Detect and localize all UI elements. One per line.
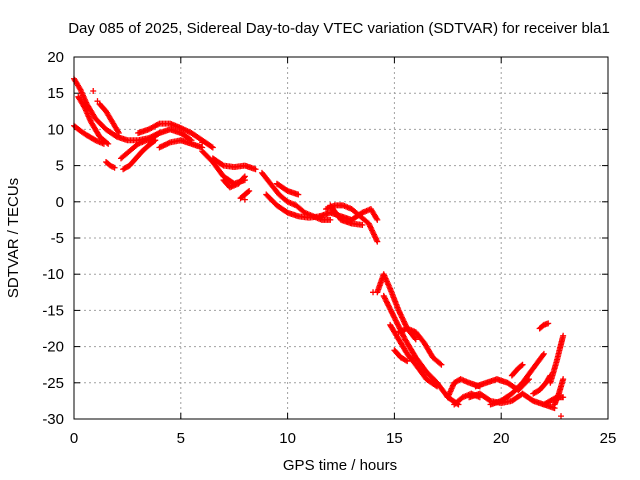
- data-point: [240, 174, 247, 181]
- data-point: [370, 289, 377, 296]
- data-point: [241, 196, 248, 203]
- y-axis-label: SDTVAR / TECUs: [5, 178, 22, 298]
- data-point: [412, 336, 419, 343]
- x-axis-label: GPS time / hours: [283, 457, 397, 474]
- data-point: [252, 166, 259, 173]
- y-tick-label: -20: [42, 339, 64, 356]
- y-tick-label: -25: [42, 375, 64, 392]
- data-point: [486, 397, 493, 404]
- x-tick-label: 0: [70, 430, 78, 447]
- chart-title: Day 085 of 2025, Sidereal Day-to-day VTE…: [68, 20, 610, 37]
- data-point: [437, 360, 444, 367]
- data-point: [402, 357, 409, 364]
- grid: [74, 57, 608, 419]
- data-point: [540, 350, 547, 357]
- data-point: [518, 362, 525, 369]
- data-point: [94, 98, 101, 105]
- data-point: [241, 173, 248, 180]
- y-tick-label: -30: [42, 411, 64, 428]
- data-point: [560, 332, 567, 339]
- y-tick-label: 15: [47, 85, 64, 102]
- data-point: [438, 361, 445, 368]
- plot-frame: [73, 56, 609, 420]
- data-point: [560, 376, 567, 383]
- data-point: [374, 238, 381, 245]
- data-point: [519, 361, 526, 368]
- data-point: [327, 216, 334, 223]
- y-tick-label: -15: [42, 302, 64, 319]
- data-point: [208, 143, 215, 150]
- data-point: [111, 164, 118, 171]
- data-point: [90, 88, 97, 95]
- y-tick-label: -10: [42, 266, 64, 283]
- data-points: [71, 75, 567, 420]
- data-point: [545, 320, 552, 327]
- y-tick-label: -5: [51, 230, 64, 247]
- data-point: [558, 413, 565, 420]
- data-point: [295, 191, 302, 198]
- data-point: [155, 121, 162, 128]
- data-point: [199, 139, 206, 146]
- x-tick-label: 5: [177, 430, 185, 447]
- tick-labels: 0 5 10 15 20 25 -30 -25 -20 -15 -10 -5 0 5 10 15 20: [42, 49, 616, 447]
- data-point: [374, 216, 381, 223]
- data-point: [209, 144, 216, 151]
- y-tick-label: 20: [47, 49, 64, 66]
- y-tick-label: 10: [47, 121, 64, 138]
- data-point: [560, 394, 567, 401]
- y-tick-label: 0: [56, 194, 64, 211]
- data-point: [540, 352, 547, 359]
- data-point: [432, 382, 439, 389]
- x-tick-label: 15: [386, 430, 403, 447]
- data-point: [100, 140, 107, 147]
- data-point: [246, 187, 253, 194]
- data-point: [411, 335, 418, 342]
- y-tick-label: 5: [56, 158, 64, 175]
- x-tick-label: 20: [493, 430, 510, 447]
- data-point: [359, 221, 366, 228]
- data-point: [245, 188, 252, 195]
- data-point: [434, 383, 441, 390]
- data-point: [115, 130, 122, 137]
- data-point: [404, 358, 411, 365]
- x-tick-label: 10: [279, 430, 296, 447]
- x-tick-label: 25: [600, 430, 617, 447]
- data-point: [219, 161, 226, 168]
